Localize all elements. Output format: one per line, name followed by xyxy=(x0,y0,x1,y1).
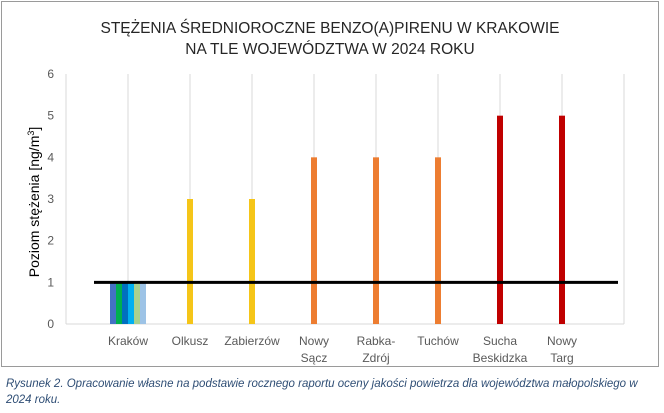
benzo-a-pyrene-chart: STĘŻENIA ŚREDNIOROCZNE BENZO(A)PIRENU W … xyxy=(26,19,625,365)
category-label: Olkusz xyxy=(172,334,209,348)
category-labels: Kraków Olkusz Zabierzów Nowy Sącz Rabka- Zdrój… xyxy=(108,334,577,365)
category-label: Nowy xyxy=(547,334,577,348)
category-label: Kraków xyxy=(108,334,148,348)
bar-6-0 xyxy=(497,115,503,325)
y-tick-label: 3 xyxy=(47,192,54,206)
category-label: Nowy xyxy=(299,334,329,348)
y-tick-labels: 0 1 2 3 4 5 6 xyxy=(47,67,54,331)
y-tick-label: 5 xyxy=(47,109,54,123)
y-tick-label: 2 xyxy=(47,234,54,248)
bar-layer xyxy=(110,115,565,325)
category-label: Beskidzka xyxy=(473,351,528,365)
bar-0-5 xyxy=(140,282,146,324)
bar-0-3 xyxy=(128,282,134,324)
y-tick-label: 1 xyxy=(47,275,54,289)
chart-title-line-1: STĘŻENIA ŚREDNIOROCZNE BENZO(A)PIRENU W … xyxy=(100,19,559,37)
bar-3-0 xyxy=(311,157,317,324)
bar-0-1 xyxy=(116,282,122,324)
chart-frame: STĘŻENIA ŚREDNIOROCZNE BENZO(A)PIRENU W … xyxy=(1,1,659,367)
category-label: Sucha xyxy=(483,334,517,348)
category-label: Targ xyxy=(550,351,573,365)
bar-4-0 xyxy=(373,157,379,324)
y-tick-label: 0 xyxy=(47,317,54,331)
y-tick-label: 4 xyxy=(47,150,54,164)
category-label: Zabierzów xyxy=(224,334,280,348)
bar-7-0 xyxy=(559,115,565,325)
bar-0-2 xyxy=(122,282,128,324)
chart-title-line-2: NA TLE WOJEWÓDZTWA W 2024 ROKU xyxy=(185,41,474,58)
y-tick-label: 6 xyxy=(47,67,54,81)
grid-layer xyxy=(65,74,625,325)
bar-2-0 xyxy=(249,199,255,324)
bar-0-0 xyxy=(110,282,116,324)
y-axis-label: Poziom stężenia [ng/m3] xyxy=(26,127,42,278)
category-label: Sącz xyxy=(301,351,328,365)
category-label: Zdrój xyxy=(362,351,389,365)
category-label: Tuchów xyxy=(417,334,459,348)
bar-0-4 xyxy=(134,282,140,324)
bar-1-0 xyxy=(187,199,193,324)
figure-caption: Rysunek 2. Opracowanie własne na podstaw… xyxy=(6,378,638,406)
bar-5-0 xyxy=(435,157,441,324)
category-label: Rabka- xyxy=(357,334,396,348)
